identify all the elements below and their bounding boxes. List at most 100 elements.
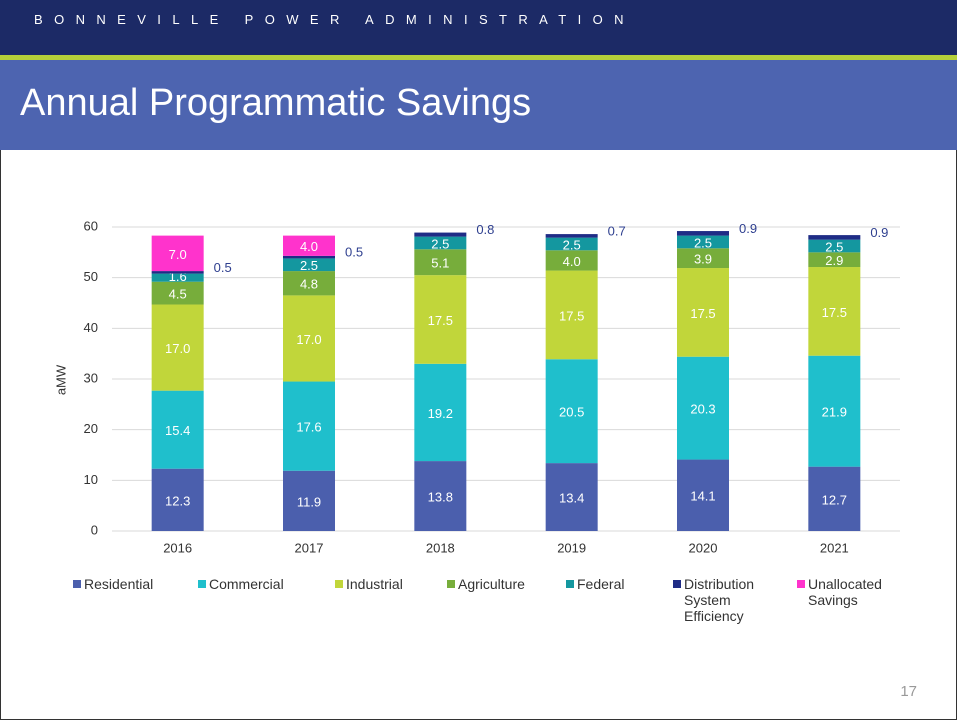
data-label: 4.0 [563, 254, 581, 269]
bar-segment [414, 461, 467, 531]
y-tick-label: 20 [84, 421, 98, 436]
data-label: 20.3 [690, 402, 715, 417]
legend-item: Distribution System Efficiency [673, 576, 765, 624]
bar-segment [151, 273, 204, 282]
legend-swatch [673, 580, 681, 588]
bar-segment [283, 235, 335, 256]
bar-segment [283, 255, 335, 259]
legend-label: Distribution System Efficiency [684, 576, 755, 624]
legend-label: Residential [84, 576, 154, 592]
legend-swatch [73, 580, 81, 588]
data-label: 17.5 [690, 306, 715, 321]
slide-title: Annual Programmatic Savings [20, 82, 532, 124]
bar-segment [283, 271, 335, 296]
y-tick-label: 40 [84, 320, 98, 335]
bar-segment [283, 295, 335, 382]
bar-segment [414, 363, 467, 462]
data-label: 4.5 [169, 287, 187, 302]
bar-segment [283, 381, 335, 471]
bar-segment [545, 270, 598, 360]
bar-segment [545, 359, 598, 464]
data-label: 12.7 [822, 492, 847, 507]
legend-item: Agriculture [447, 576, 562, 592]
x-tick-label: 2020 [689, 540, 718, 555]
y-axis-title: aMW [53, 364, 68, 395]
legend-swatch [566, 580, 574, 588]
y-tick-label: 0 [91, 522, 98, 537]
data-label: 5.1 [431, 256, 449, 271]
legend-swatch [335, 580, 343, 588]
y-tick-label: 60 [84, 218, 98, 233]
bar-segment [677, 235, 729, 249]
bar-segment [545, 463, 598, 531]
bar-segment [151, 281, 204, 305]
data-label: 14.1 [690, 489, 715, 504]
data-label: 2.9 [825, 253, 843, 268]
bar-segment [283, 470, 335, 531]
data-label: 4.0 [300, 239, 318, 254]
bar-segment [414, 275, 467, 364]
bar-segment [677, 356, 729, 460]
legend-label: Unallocated Savings [808, 576, 882, 608]
legend-label: Industrial [346, 576, 403, 592]
data-label: 2.5 [825, 239, 843, 254]
data-label: 11.9 [297, 494, 321, 509]
bar-segment [414, 249, 467, 276]
bar-segment [677, 231, 729, 236]
legend-swatch [797, 580, 805, 588]
bar-segment [808, 252, 861, 268]
page-number: 17 [900, 683, 917, 700]
data-label: 13.4 [559, 490, 584, 505]
legend-item: Unallocated Savings [797, 576, 897, 608]
data-label: 13.8 [428, 489, 453, 504]
organization: BONNEVILLE POWER ADMINISTRATION [34, 12, 635, 27]
bar-segment [545, 237, 598, 251]
bar-segment [545, 234, 598, 238]
legend-item: Industrial [335, 576, 445, 592]
legend-swatch [198, 580, 206, 588]
legend-label: Federal [577, 576, 625, 592]
legend-label: Commercial [209, 576, 284, 592]
data-label: 4.8 [300, 277, 318, 292]
legend-item: Federal [566, 576, 666, 592]
data-label: 0.9 [739, 221, 757, 236]
bar-segment [151, 271, 204, 274]
data-label: 21.9 [822, 405, 847, 420]
bar-segment [808, 239, 861, 253]
data-label: 0.9 [870, 225, 888, 240]
data-label: 3.9 [694, 252, 712, 267]
data-label: 17.0 [296, 332, 321, 347]
bar-segment [414, 232, 467, 237]
title-band [0, 60, 957, 150]
x-tick-label: 2016 [163, 540, 192, 555]
bar-segment [677, 248, 729, 269]
data-label: 17.0 [165, 341, 190, 356]
y-tick-label: 10 [84, 472, 98, 487]
legend-item: Commercial [198, 576, 328, 592]
data-label: 2.5 [694, 235, 712, 250]
bar-segment [808, 355, 861, 467]
data-label: 2.5 [300, 258, 318, 273]
data-label: 2.5 [431, 236, 449, 251]
x-tick-label: 2021 [820, 540, 849, 555]
bar-segment [677, 268, 729, 357]
data-label: 12.3 [165, 493, 190, 508]
data-label: 17.5 [559, 308, 584, 323]
header-bar: BONNEVILLE POWER ADMINISTRATION [0, 0, 957, 55]
bar-segment [414, 236, 467, 250]
bar-segment [808, 235, 861, 240]
data-label: 17.6 [296, 420, 321, 435]
data-label: 17.5 [822, 305, 847, 320]
bar-segment [151, 468, 204, 531]
bar-segment [808, 267, 861, 356]
data-label: 19.2 [428, 406, 453, 421]
data-label: 15.4 [165, 423, 190, 438]
data-label: 0.8 [476, 222, 494, 237]
bar-segment [151, 235, 204, 272]
x-tick-label: 2017 [295, 540, 324, 555]
bar-segment [545, 250, 598, 271]
data-label: 0.5 [345, 245, 363, 260]
data-label: 0.5 [214, 260, 232, 275]
